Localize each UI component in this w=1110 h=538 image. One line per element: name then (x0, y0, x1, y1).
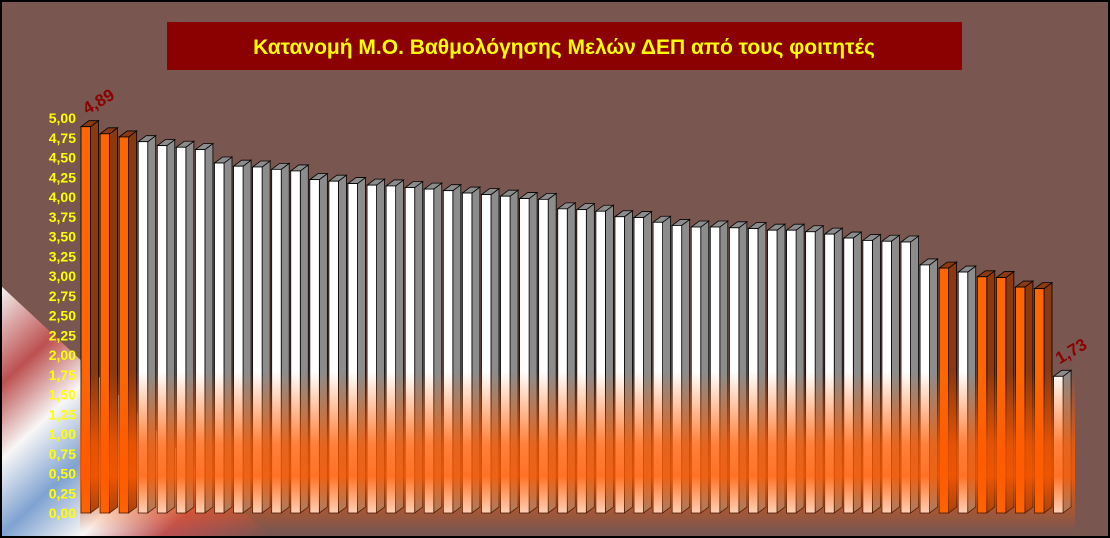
y-tick-label: 2,75 (49, 288, 76, 304)
y-tick-label: 0,50 (49, 466, 76, 482)
y-tick-label: 2,50 (49, 308, 76, 324)
y-axis-ticks: 0,00 0,25 0,50 0,75 1,00 1,25 1,50 1,75 2,00 2,25… (49, 110, 76, 521)
chart-title: Κατανομή Μ.Ο. Βαθμολόγησης Μελών ΔΕΠ από… (253, 36, 875, 59)
y-tick-label: 5,00 (49, 110, 76, 126)
y-tick-label: 2,00 (49, 347, 76, 363)
y-tick-label: 2,25 (49, 327, 76, 343)
y-tick-label: 4,50 (49, 150, 76, 166)
y-tick-label: 0,25 (49, 485, 76, 501)
y-tick-label: 1,75 (49, 367, 76, 383)
y-tick-label: 1,25 (49, 406, 76, 422)
y-tick-label: 4,75 (49, 130, 76, 146)
title-box (167, 22, 962, 70)
y-tick-label: 0,75 (49, 446, 76, 462)
y-tick-label: 1,00 (49, 426, 76, 442)
y-tick-label: 3,75 (49, 209, 76, 225)
y-tick-label: 0,00 (49, 505, 76, 521)
y-tick-label: 4,25 (49, 169, 76, 185)
y-tick-label: 3,25 (49, 248, 76, 264)
glow-band (80, 372, 1075, 532)
y-tick-label: 1,50 (49, 387, 76, 403)
y-tick-label: 3,50 (49, 229, 76, 245)
y-tick-label: 3,00 (49, 268, 76, 284)
y-tick-label: 4,00 (49, 189, 76, 205)
